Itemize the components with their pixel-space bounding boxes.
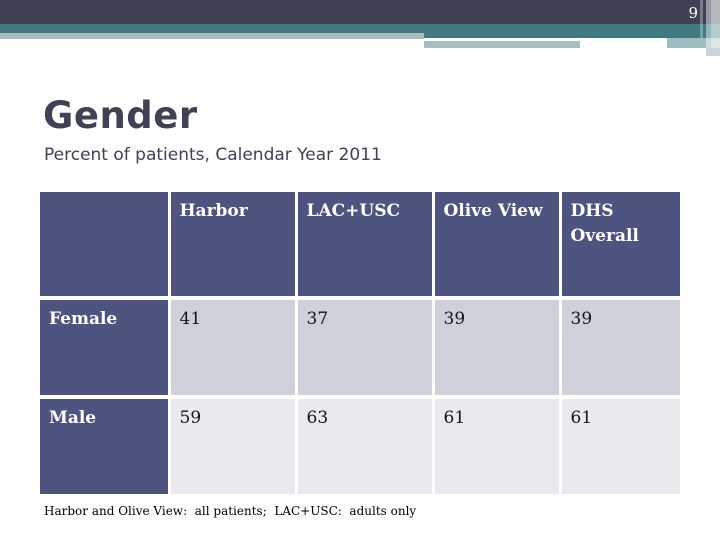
banner-light-stripe-left [0, 33, 424, 39]
column-header-lac-usc: LAC+USC [296, 192, 435, 300]
column-header-dhs-overall: DHS Overall [560, 192, 680, 300]
banner-dark-bar [0, 0, 720, 24]
banner-vertical-stripe-3 [711, 0, 720, 48]
cell-male-harbor: 59 [169, 397, 298, 494]
table-row-female: Female 41 37 39 39 [40, 298, 680, 399]
banner-teal-stripe-right [424, 33, 720, 38]
gender-table: Harbor LAC+USC Olive View DHS Overall Fe… [40, 192, 680, 494]
page-title: Gender [43, 94, 198, 137]
banner-vertical-stripe-1 [700, 0, 703, 38]
cell-male-olive-view: 61 [433, 397, 562, 494]
slide-page-number: 9 [688, 4, 698, 22]
table-header-row: Harbor LAC+USC Olive View DHS Overall [40, 192, 680, 300]
cell-male-lac-usc: 63 [296, 397, 435, 494]
table-footnote: Harbor and Olive View: all patients; LAC… [44, 504, 417, 518]
cell-female-harbor: 41 [169, 298, 298, 399]
banner-teal-stripe [0, 24, 720, 33]
table-row-male: Male 59 63 61 61 [40, 397, 680, 494]
row-label-female: Female [40, 298, 171, 399]
column-header-harbor: Harbor [169, 192, 298, 300]
banner-vertical-stripe-2 [706, 0, 711, 48]
column-header-olive-view: Olive View [433, 192, 562, 300]
page-subtitle: Percent of patients, Calendar Year 2011 [44, 145, 382, 165]
banner-vertical-stripe-tail [706, 48, 720, 56]
cell-female-lac-usc: 37 [296, 298, 435, 399]
cell-female-dhs-overall: 39 [560, 298, 680, 399]
cell-female-olive-view: 39 [433, 298, 562, 399]
banner-white-line [424, 38, 667, 41]
row-label-male: Male [40, 397, 171, 494]
cell-male-dhs-overall: 61 [560, 397, 680, 494]
banner-light-teal-corner [667, 38, 720, 48]
column-header-blank [40, 192, 171, 300]
banner-light-stripe-right [424, 41, 580, 48]
